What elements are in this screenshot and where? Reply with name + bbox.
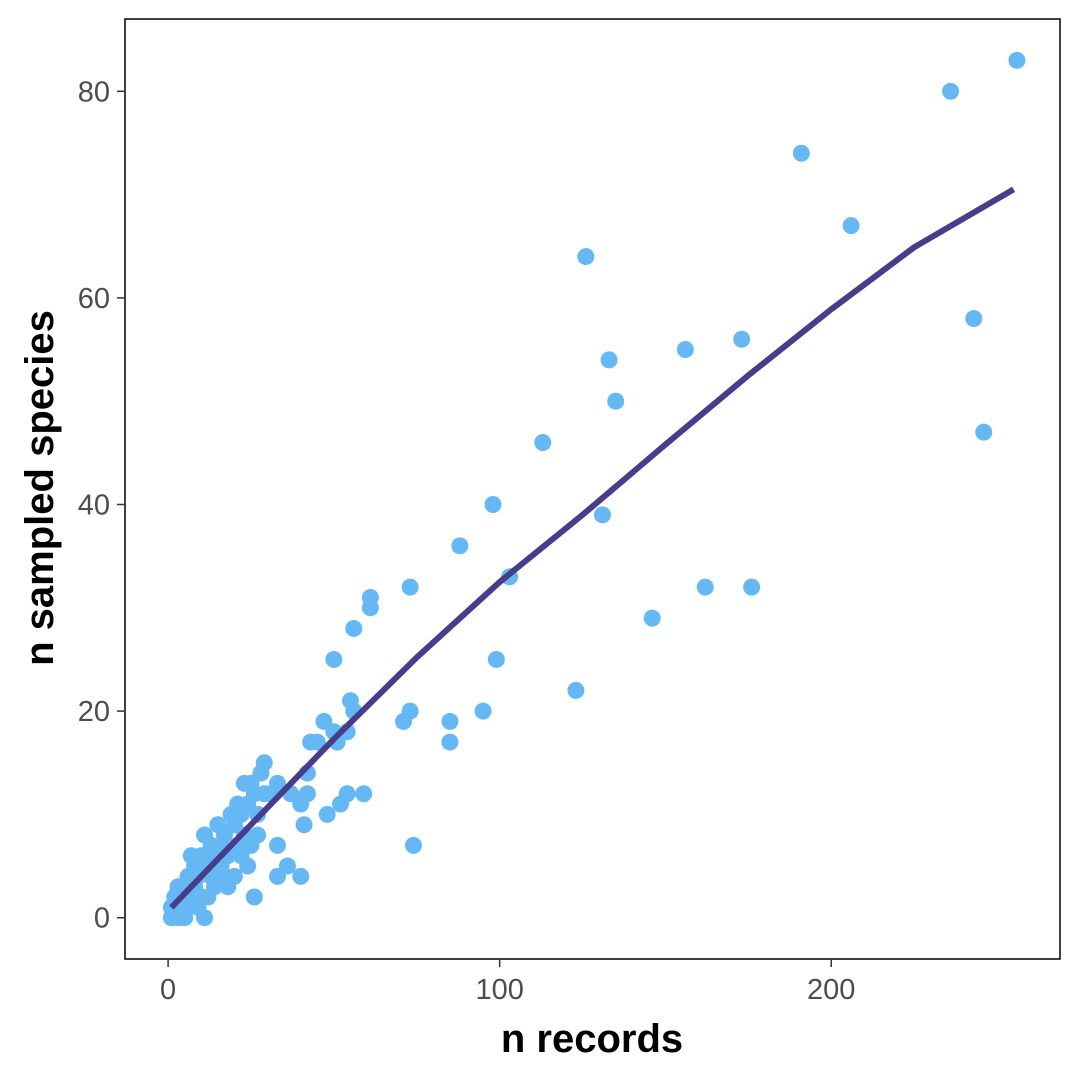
x-tick-label: 100 [475, 974, 523, 1006]
data-point [401, 702, 419, 720]
data-point [484, 495, 502, 513]
data-point [338, 785, 356, 803]
data-point [361, 588, 379, 606]
data-point [292, 867, 310, 885]
data-point [269, 774, 287, 792]
data-point [308, 733, 326, 751]
data-point [696, 578, 714, 596]
data-point [643, 609, 661, 627]
data-point [269, 836, 287, 854]
data-point [733, 330, 751, 348]
y-axis: 0 20 40 60 80 [78, 76, 125, 935]
data-point [249, 826, 267, 844]
y-tick-label: 40 [78, 489, 110, 521]
x-tick-label: 0 [160, 974, 176, 1006]
data-point [577, 248, 595, 266]
data-point [441, 733, 459, 751]
data-point [567, 681, 585, 699]
x-axis-title: n records [501, 1017, 683, 1061]
data-point [842, 217, 860, 235]
x-axis: 0 100 200 [160, 959, 855, 1006]
data-point [487, 650, 505, 668]
data-point [593, 506, 611, 524]
y-tick-label: 80 [78, 76, 110, 108]
y-tick-label: 20 [78, 696, 110, 728]
data-point [196, 909, 214, 927]
data-point [792, 144, 810, 162]
x-tick-label: 200 [807, 974, 855, 1006]
data-point [325, 650, 343, 668]
data-point [441, 712, 459, 730]
data-point [600, 351, 618, 369]
data-point [255, 754, 273, 772]
data-point [474, 702, 492, 720]
y-tick-label: 0 [94, 903, 110, 935]
data-point [401, 578, 419, 596]
data-point [451, 537, 469, 555]
y-axis-title: n sampled species [18, 310, 62, 666]
plot-panel [124, 18, 1061, 960]
trend-line-group [169, 186, 1016, 910]
data-point [278, 857, 296, 875]
data-point [345, 619, 363, 637]
data-point [743, 578, 761, 596]
data-point [355, 785, 373, 803]
data-point [245, 888, 263, 906]
data-point [975, 423, 993, 441]
data-point [295, 816, 313, 834]
data-point [1008, 51, 1026, 69]
data-point [239, 857, 257, 875]
trend-line [169, 186, 1016, 910]
data-point [225, 867, 243, 885]
y-tick-label: 60 [78, 283, 110, 315]
data-point [965, 310, 983, 328]
data-point [942, 82, 960, 100]
data-point [676, 341, 694, 359]
data-point [534, 434, 552, 452]
data-point [404, 836, 422, 854]
data-point [607, 392, 625, 410]
data-point [318, 805, 336, 823]
data-point [298, 785, 316, 803]
